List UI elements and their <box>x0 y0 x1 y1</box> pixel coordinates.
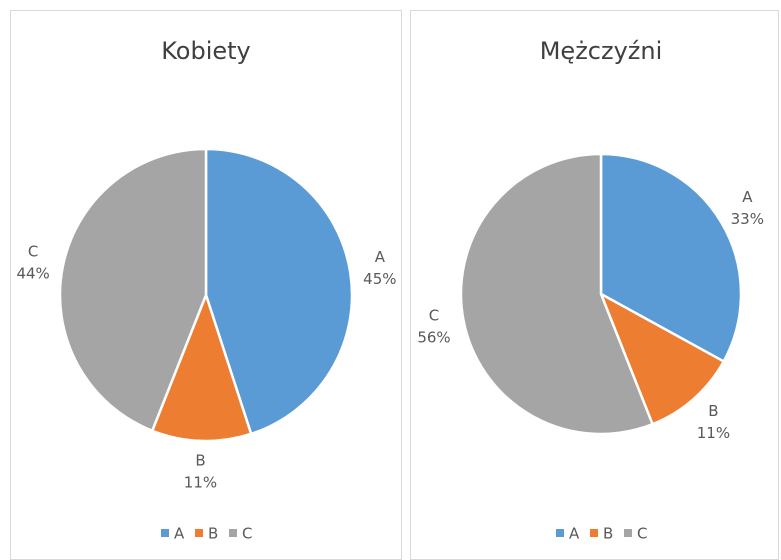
legend-label: A <box>569 525 580 543</box>
legend-label: B <box>603 525 613 543</box>
legend-swatch <box>229 529 237 537</box>
slice-value-label: 11% <box>184 473 217 491</box>
slice-value-label: 56% <box>417 328 450 346</box>
pie-slice <box>150 291 253 443</box>
chart-title: Kobiety <box>161 37 251 65</box>
slice-category-label: C <box>28 243 38 261</box>
slice-category-label: B <box>708 402 718 420</box>
pie-slice <box>58 147 208 433</box>
slice-value-label: 33% <box>731 210 764 228</box>
pie-slice <box>599 152 743 364</box>
legend-label: C <box>242 525 252 543</box>
legend-swatch <box>161 529 169 537</box>
slice-value-label: 44% <box>16 265 49 283</box>
legend-swatch <box>590 529 598 537</box>
legend-swatch <box>195 529 203 537</box>
pie-slice <box>204 147 354 436</box>
legend-swatch <box>556 529 564 537</box>
legend-swatch <box>624 529 632 537</box>
slice-value-label: 45% <box>363 270 396 288</box>
legend-label: A <box>174 525 185 543</box>
chart-title: Mężczyźni <box>540 37 663 65</box>
slice-category-label: B <box>195 451 205 469</box>
legend-label: C <box>637 525 647 543</box>
slice-category-label: C <box>429 306 439 324</box>
legend-label: B <box>208 525 218 543</box>
pie-slice <box>459 152 655 436</box>
slice-category-label: A <box>375 248 386 266</box>
pie-slice <box>598 291 726 426</box>
slice-value-label: 11% <box>697 424 730 442</box>
slice-category-label: A <box>742 188 753 206</box>
